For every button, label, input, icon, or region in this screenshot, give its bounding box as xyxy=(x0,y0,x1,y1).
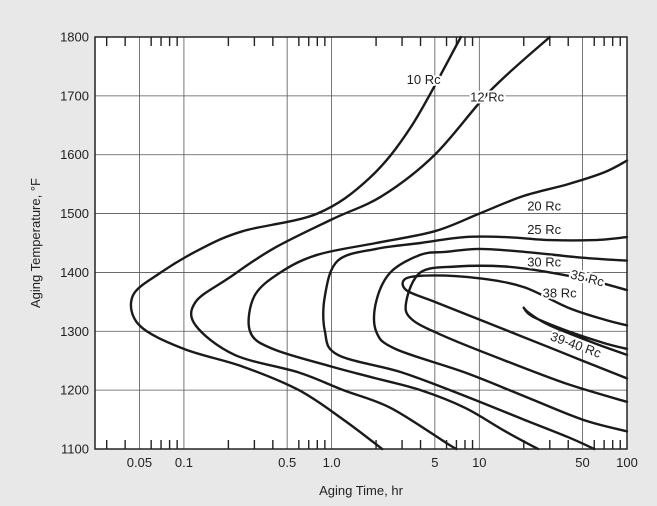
x-tick-label: 1.0 xyxy=(323,455,341,470)
y-axis-title: Aging Temperature, °F xyxy=(28,178,43,308)
x-tick-label: 100 xyxy=(616,455,638,470)
y-tick-label: 1100 xyxy=(61,442,89,457)
curve-39-40-rc xyxy=(522,306,629,356)
y-tick-label: 1500 xyxy=(60,206,89,221)
curve-label: 38 Rc xyxy=(543,286,577,301)
x-tick-label: 0.1 xyxy=(175,455,193,470)
minor-ticks xyxy=(105,37,621,449)
curve-20-rc xyxy=(247,159,629,451)
x-tick-label: 10 xyxy=(472,455,486,470)
curve-label: 10 Rc xyxy=(407,72,441,87)
y-tick-label: 1800 xyxy=(60,30,89,45)
plot-frame xyxy=(94,36,628,450)
y-tick-label: 1200 xyxy=(60,383,89,398)
x-tick-label: 50 xyxy=(575,455,589,470)
curve-label: 12 Rc xyxy=(470,90,504,105)
y-tick-labels: 1100 1200 1300 1400 1500 1600 1700 1800 xyxy=(60,30,89,457)
curve-25-rc xyxy=(322,235,629,451)
x-tick-labels: 0.05 0.1 0.5 1.0 5 10 50 100 xyxy=(127,455,638,470)
curve-30-rc xyxy=(372,247,629,433)
curve-38-rc xyxy=(401,274,629,380)
x-tick-label: 5 xyxy=(431,455,438,470)
x-tick-label: 0.05 xyxy=(127,455,152,470)
plot-area xyxy=(95,37,627,449)
y-tick-label: 1600 xyxy=(60,147,89,162)
curve-35-rc xyxy=(404,264,629,404)
curve-10-rc xyxy=(129,35,463,451)
x-tick-label: 0.5 xyxy=(278,455,296,470)
curve-label: 20 Rc xyxy=(527,199,561,214)
y-tick-label: 1700 xyxy=(60,88,89,103)
x-axis-title: Aging Time, hr xyxy=(319,483,403,498)
grid xyxy=(95,37,628,449)
curve-label: 25 Rc xyxy=(527,222,561,237)
y-tick-label: 1400 xyxy=(60,265,89,280)
curve-label: 30 Rc xyxy=(527,255,561,270)
y-tick-label: 1300 xyxy=(60,324,89,339)
hardness-curves xyxy=(129,35,629,451)
curve-12-rc xyxy=(189,35,551,451)
